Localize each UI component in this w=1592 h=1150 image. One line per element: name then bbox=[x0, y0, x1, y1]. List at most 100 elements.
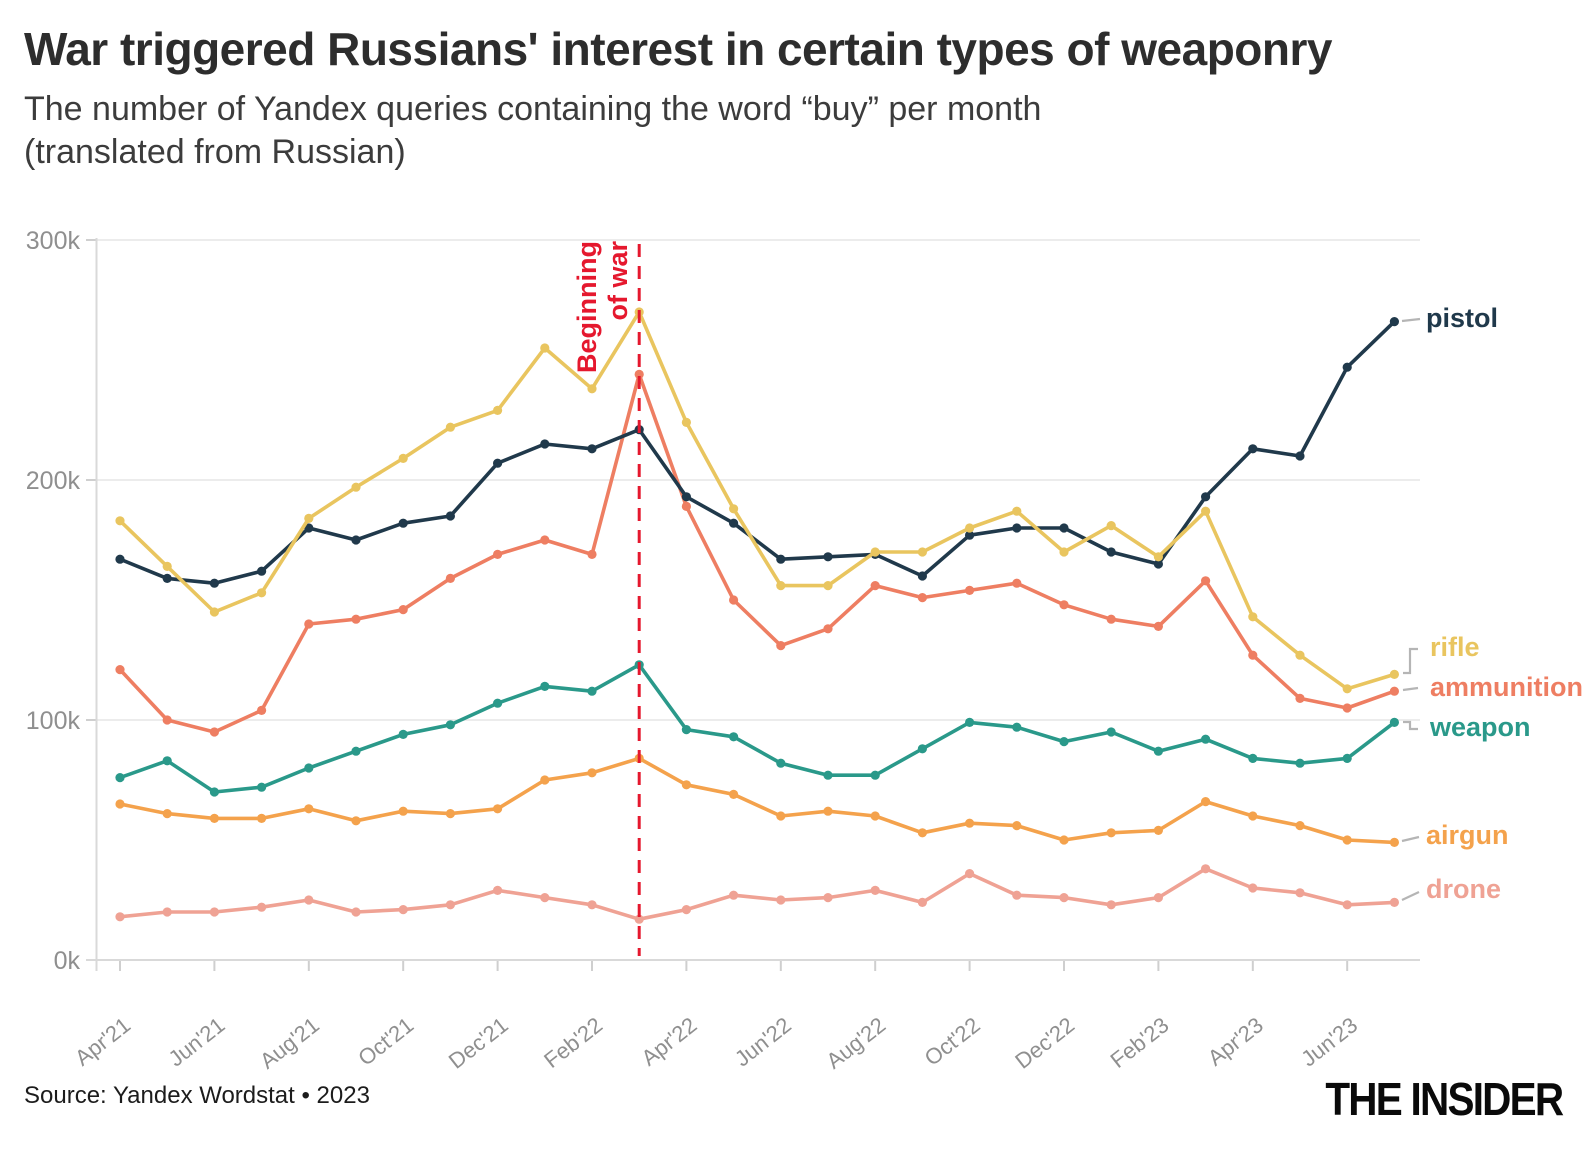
x-axis-label-Jun'22: Jun'22 bbox=[730, 1012, 796, 1071]
series-rifle-point-Feb'22 bbox=[587, 384, 597, 394]
series-pistol-point-Jun'21 bbox=[209, 578, 219, 588]
x-axis-label-Feb'23: Feb'23 bbox=[1106, 1012, 1174, 1073]
series-rifle-point-Jul'23 bbox=[1389, 669, 1399, 680]
series-weapon-point-May'23 bbox=[1295, 758, 1305, 768]
x-axis-label-Dec'22: Dec'22 bbox=[1010, 1012, 1079, 1073]
weapon-label-connector bbox=[1403, 720, 1418, 731]
pistol-label-connector bbox=[1401, 317, 1421, 323]
series-pistol-point-Oct'22 bbox=[965, 530, 975, 540]
series-ammunition-point-May'23 bbox=[1295, 693, 1305, 704]
series-drone-point-Apr'22 bbox=[681, 905, 692, 915]
drone-label-connector bbox=[1401, 891, 1420, 901]
series-airgun-point-Feb'23 bbox=[1153, 825, 1163, 836]
series-ammunition-point-Feb'23 bbox=[1153, 621, 1163, 632]
series-weapon-point-Jul'22 bbox=[823, 770, 833, 780]
series-rifle-point-Jun'23 bbox=[1342, 684, 1352, 694]
x-axis-label-Oct'22: Oct'22 bbox=[920, 1012, 985, 1070]
x-axis-label-Jun'23: Jun'23 bbox=[1296, 1012, 1362, 1071]
series-weapon-point-Dec'21 bbox=[493, 698, 503, 708]
series-drone-point-Jul'21 bbox=[257, 902, 267, 912]
series-rifle-point-Oct'22 bbox=[965, 523, 975, 533]
series-ammunition-point-Apr'22 bbox=[681, 501, 692, 511]
series-pistol-point-Feb'23 bbox=[1153, 559, 1163, 569]
series-rifle-line bbox=[118, 310, 1397, 691]
series-rifle-point-Aug'21 bbox=[304, 513, 314, 524]
subtitle-line-1: The number of Yandex queries containing … bbox=[24, 90, 1042, 128]
series-weapon-line bbox=[118, 662, 1397, 794]
series-rifle-point-Jan'22 bbox=[540, 343, 550, 353]
series-ammunition-point-Apr'23 bbox=[1248, 650, 1258, 660]
airgun-label-connector bbox=[1401, 835, 1420, 843]
series-rifle-point-Mar'23 bbox=[1201, 506, 1211, 516]
series-weapon-point-Jun'21 bbox=[209, 787, 219, 797]
series-ammunition-point-Jul'23 bbox=[1389, 686, 1399, 696]
series-drone-point-Oct'22 bbox=[965, 869, 975, 879]
series-drone-point-Apr'23 bbox=[1248, 883, 1258, 893]
series-rifle-point-Oct'21 bbox=[398, 453, 408, 463]
series-airgun-point-May'22 bbox=[729, 789, 739, 800]
series-weapon-point-Mar'23 bbox=[1201, 734, 1211, 744]
x-axis-label-Feb'22: Feb'22 bbox=[539, 1012, 607, 1073]
series-ammunition-point-Jun'21 bbox=[209, 727, 219, 737]
series-airgun-point-Apr'21 bbox=[115, 799, 125, 809]
series-weapon-point-Jan'22 bbox=[540, 681, 550, 692]
series-pistol-point-Jul'23 bbox=[1389, 317, 1399, 327]
series-ammunition-point-May'21 bbox=[162, 715, 172, 725]
x-axis-label-Apr'21: Apr'21 bbox=[70, 1012, 135, 1070]
series-ammunition-point-Mar'23 bbox=[1201, 576, 1211, 586]
series-airgun-point-May'23 bbox=[1295, 821, 1305, 831]
source-credit: Source: Yandex Wordstat • 2023 bbox=[24, 1082, 370, 1109]
series-weapon-point-Feb'23 bbox=[1153, 746, 1163, 756]
series-pistol-point-Apr'23 bbox=[1248, 444, 1258, 454]
series-weapon-point-Oct'21 bbox=[398, 729, 408, 740]
series-drone-point-May'23 bbox=[1295, 888, 1305, 898]
ammunition-label-connector bbox=[1402, 686, 1419, 692]
series-rifle-point-May'21 bbox=[162, 561, 172, 572]
series-pistol-point-Oct'21 bbox=[398, 518, 408, 528]
series-pistol-point-Jul'22 bbox=[823, 552, 833, 562]
series-drone-point-Sep'22 bbox=[917, 897, 928, 908]
series-drone-point-Mar'22 bbox=[634, 914, 644, 924]
series-airgun-point-Oct'21 bbox=[398, 806, 408, 816]
legend-label-airgun: airgun bbox=[1426, 820, 1509, 850]
series-rifle-point-Jun'21 bbox=[209, 607, 219, 617]
series-ammunition-point-Jul'22 bbox=[823, 624, 833, 634]
rifle-label-connector bbox=[1403, 647, 1418, 675]
legend-label-drone: drone bbox=[1426, 874, 1502, 904]
series-drone-point-Jul'23 bbox=[1389, 897, 1399, 908]
series-drone-point-Jun'22 bbox=[776, 895, 786, 905]
series-weapon-point-Aug'21 bbox=[304, 763, 314, 773]
series-weapon-point-Nov'22 bbox=[1012, 722, 1022, 732]
series-ammunition-point-Sep'21 bbox=[351, 614, 361, 624]
series-ammunition-point-Jun'22 bbox=[776, 641, 786, 651]
series-weapon-point-Apr'21 bbox=[115, 773, 125, 783]
series-drone-point-May'22 bbox=[729, 890, 739, 900]
series-pistol-point-May'22 bbox=[729, 518, 739, 528]
series-weapon-point-Jan'23 bbox=[1106, 727, 1116, 737]
series-rifle-point-Nov'21 bbox=[445, 422, 455, 432]
series-ammunition-point-Jul'21 bbox=[257, 705, 267, 716]
series-ammunition-point-Oct'22 bbox=[965, 585, 975, 596]
series-rifle-point-May'23 bbox=[1295, 650, 1305, 660]
series-drone-point-Mar'23 bbox=[1201, 864, 1211, 874]
legend-label-pistol: pistol bbox=[1426, 303, 1498, 333]
series-rifle-point-Jan'23 bbox=[1106, 521, 1116, 531]
series-weapon-point-Jun'22 bbox=[776, 758, 786, 768]
series-weapon-point-Jul'21 bbox=[257, 782, 267, 792]
series-ammunition-point-Dec'22 bbox=[1059, 600, 1069, 610]
series-airgun-line bbox=[118, 756, 1397, 845]
series-rifle-point-Apr'23 bbox=[1248, 612, 1258, 622]
series-drone-point-Feb'22 bbox=[587, 900, 597, 910]
series-rifle-point-Apr'22 bbox=[681, 417, 692, 427]
series-rifle-point-Jun'22 bbox=[776, 581, 786, 591]
series-airgun-point-Jun'22 bbox=[776, 811, 786, 821]
series-pistol-point-Jan'22 bbox=[540, 439, 550, 449]
page-title: War triggered Russians' interest in cert… bbox=[24, 23, 1332, 75]
series-weapon-point-Sep'22 bbox=[917, 744, 928, 754]
series-weapon-point-Feb'22 bbox=[587, 686, 597, 696]
series-airgun-point-Jul'22 bbox=[823, 806, 833, 816]
x-axis-label-Apr'22: Apr'22 bbox=[637, 1012, 702, 1070]
series-drone-point-Aug'22 bbox=[870, 885, 880, 896]
